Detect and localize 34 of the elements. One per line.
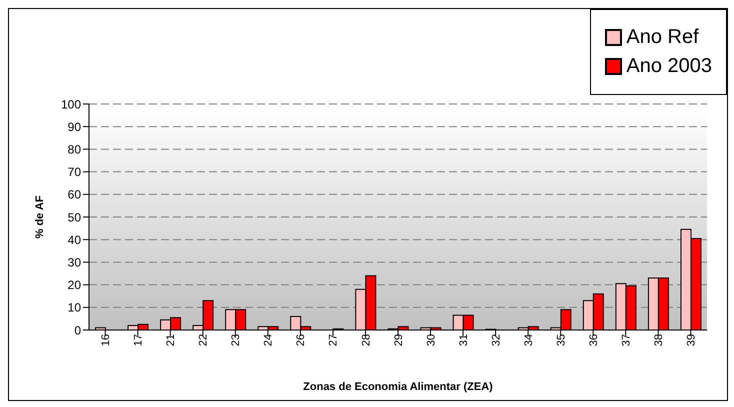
x-tick-label: 31 <box>458 334 470 346</box>
x-tick-label: 16 <box>100 334 112 346</box>
y-tick-label: 20 <box>68 278 82 292</box>
x-tick-label: 29 <box>392 334 405 346</box>
x-tick-label: 21 <box>165 334 178 346</box>
y-tick-label: 40 <box>68 232 82 247</box>
y-tick-label: 100 <box>60 97 82 112</box>
x-tick-label: 26 <box>295 334 308 346</box>
x-tick-label: 17 <box>132 334 145 346</box>
y-axis-title: % de AF <box>34 195 46 238</box>
x-axis-title: Zonas de Economia Alimentar (ZEA) <box>303 381 494 393</box>
x-tick-label: 35 <box>555 334 568 346</box>
y-tick-label: 70 <box>68 165 82 180</box>
x-tick-label: 38 <box>653 334 666 346</box>
x-tick-label: 27 <box>328 334 340 346</box>
y-tick-label: 30 <box>68 255 82 270</box>
y-tick-label: 90 <box>68 120 82 134</box>
x-tick-label: 28 <box>360 334 372 346</box>
x-tick-label: 24 <box>262 334 275 346</box>
y-tick-label: 10 <box>68 300 82 315</box>
x-tick-label: 23 <box>230 334 242 346</box>
legend-label: Ano 2003 <box>625 55 712 78</box>
x-tick-label: 37 <box>620 334 632 346</box>
y-tick-label: 60 <box>68 188 82 202</box>
x-tick-label: 34 <box>522 334 535 346</box>
legend-label: Ano Ref <box>625 26 700 49</box>
x-tick-label: 32 <box>490 334 502 346</box>
y-tick-label: 80 <box>68 142 82 156</box>
x-tick-label: 30 <box>425 334 438 346</box>
y-tick-label: 0 <box>74 323 82 338</box>
x-tick-label: 39 <box>686 334 698 346</box>
x-tick-label: 36 <box>588 334 600 346</box>
y-tick-label: 50 <box>68 210 82 224</box>
x-tick-label: 22 <box>198 334 210 346</box>
